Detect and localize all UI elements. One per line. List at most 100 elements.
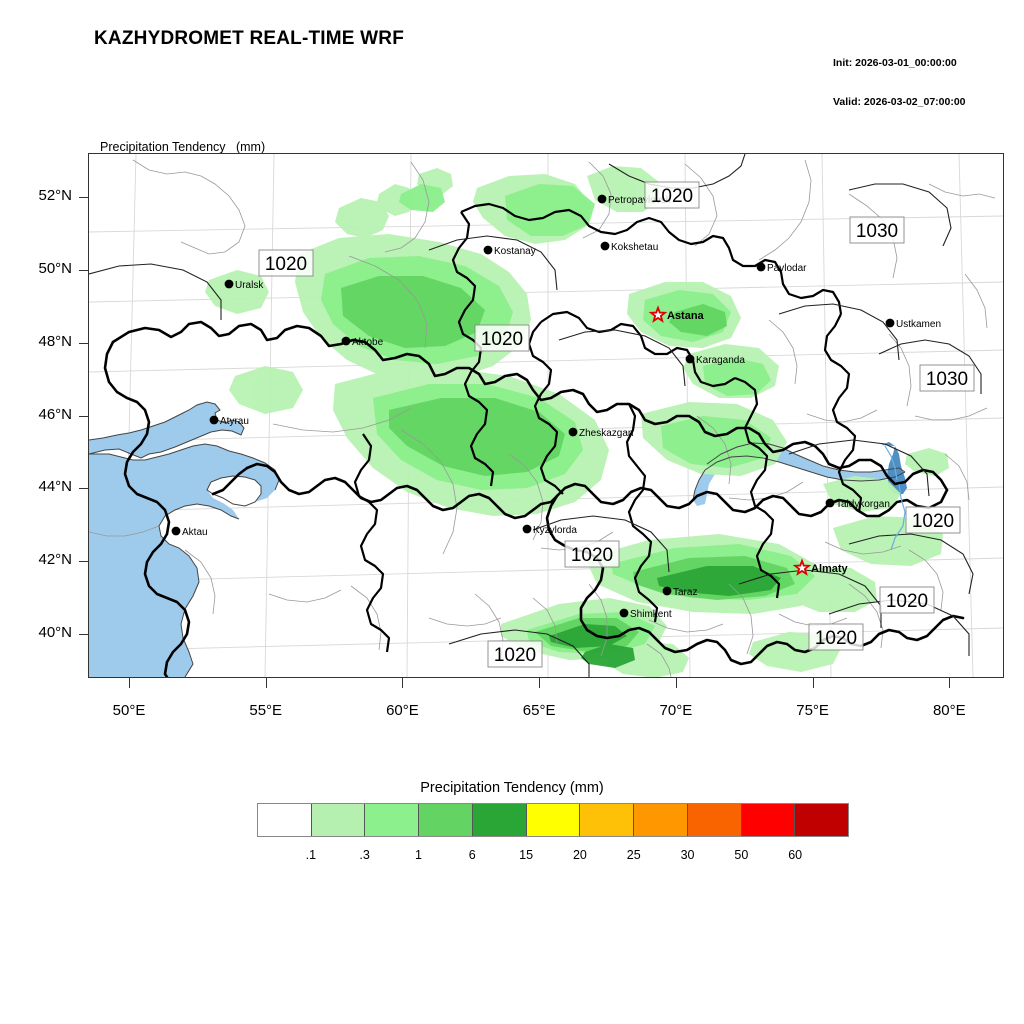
isobar-label-box: [487, 640, 543, 668]
city-label: Astana: [667, 310, 705, 322]
isobar-label-text: 1020: [571, 545, 613, 566]
city-label: Taraz: [673, 587, 697, 598]
city-marker-taraz[interactable]: Taraz: [662, 586, 698, 598]
city-dot-icon: [209, 415, 219, 425]
isobar-label-box: [644, 181, 700, 209]
colorbar-swatch: [472, 804, 527, 836]
colorbar-swatch: [311, 804, 366, 836]
city-label: Kokshetau: [611, 242, 658, 253]
x-tick-mark: [129, 678, 130, 688]
rivers: [884, 445, 906, 551]
isobar-label: 1020: [879, 586, 935, 614]
city-label: Kostanay: [494, 246, 536, 257]
isobar-label: 1020: [487, 640, 543, 668]
city-marker-petropavlovsk[interactable]: Petropavlovsk: [597, 194, 672, 206]
isobar-label-text: 1020: [651, 186, 693, 207]
colorbar-swatch: [365, 804, 420, 836]
y-tick-label: 48°N: [38, 332, 72, 350]
city-dot-icon: [171, 526, 181, 536]
x-tick-mark: [949, 678, 951, 688]
isobar-label: 1020: [258, 249, 314, 277]
isobar-label-box: [474, 324, 530, 352]
city-dot-icon: [662, 586, 672, 596]
y-tick-mark: [79, 196, 88, 198]
x-tick-label: 50°E: [112, 702, 146, 719]
colorbar-tick-label: .1: [305, 848, 317, 862]
colorbar-swatch: [580, 804, 635, 836]
city-marker-zheskazgan[interactable]: Zheskazgan: [568, 427, 634, 439]
kazakhstan-border: [103, 320, 965, 677]
x-tick-label: 80°E: [932, 702, 966, 719]
city-label: Pavlodar: [767, 263, 807, 274]
x-tick-mark: [265, 678, 267, 688]
y-tick-label: 46°N: [38, 405, 72, 423]
y-tick-mark: [79, 561, 88, 563]
city-label: Zheskazgan: [579, 428, 633, 439]
colorbar-tick-label: 15: [519, 848, 534, 862]
valid-time: Valid: 2026-03-02_07:00:00: [833, 96, 966, 108]
city-label: Karaganda: [696, 355, 745, 366]
isobar-label-box: [879, 586, 935, 614]
isobar-label: 1020: [564, 540, 620, 568]
city-label: Taldykorgan: [836, 499, 890, 510]
city-marker-atyrau[interactable]: Atyrau: [209, 415, 249, 427]
isobar-label-box: [564, 540, 620, 568]
city-marker-uralsk[interactable]: Uralsk: [224, 279, 265, 291]
colorbar[interactable]: [257, 803, 849, 837]
city-marker-kokshetau[interactable]: Kokshetau: [600, 241, 659, 253]
city-marker-taldykorgan[interactable]: Taldykorgan: [825, 498, 890, 510]
city-marker-pavlodar[interactable]: Pavlodar: [756, 262, 808, 274]
city-marker-aktau[interactable]: Aktau: [171, 526, 208, 538]
isobar-label-box: [919, 364, 975, 392]
init-valid-block: Init: 2026-03-01_00:00:00 Valid: 2026-03…: [833, 31, 966, 122]
colorbar-tick-label: 60: [788, 848, 803, 862]
precip-shading: [205, 166, 949, 677]
city-label: Petropavlovsk: [608, 195, 672, 206]
isobar-label-text: 1020: [481, 329, 523, 350]
coastlines: [89, 401, 906, 677]
x-tick-label: 65°E: [522, 702, 556, 719]
city-label: Almaty: [811, 563, 849, 575]
x-tick-mark: [675, 678, 677, 688]
isobar-label-boxes: 1020 1030 1020 1020 1030 1020 1020 1020 1020 1020: [258, 181, 975, 668]
isobar-label-text: 1020: [912, 511, 954, 532]
x-tick-label: 60°E: [386, 702, 419, 719]
city-marker-almaty[interactable]: Almaty: [792, 558, 849, 576]
city-marker-astana[interactable]: Astana: [648, 305, 705, 323]
y-tick-mark: [79, 634, 88, 636]
admin-boundaries: [89, 159, 996, 677]
colorbar-tick-label: .3: [359, 848, 370, 862]
y-tick-label: 52°N: [38, 186, 72, 204]
init-time: Init: 2026-03-01_00:00:00: [833, 57, 957, 69]
isobar-label-text: 1020: [815, 628, 857, 649]
y-tick-label: 50°N: [38, 259, 72, 277]
city-dot-icon: [600, 241, 610, 251]
city-markers: Uralsk Aktobe Atyrau Aktau Kostanay Petropavl…: [171, 194, 941, 620]
city-marker-ustkamen[interactable]: Ustkamen: [885, 318, 941, 330]
city-marker-shimkent[interactable]: Shimkent: [619, 608, 672, 620]
city-label: Atyrau: [220, 416, 249, 427]
y-tick-label: 44°N: [38, 478, 72, 496]
isobar-label-text: 1020: [265, 254, 307, 275]
city-marker-kyzylorda[interactable]: Kyzylorda: [522, 524, 578, 536]
map-plot-area[interactable]: Uralsk Aktobe Atyrau Aktau Kostanay Petropavl…: [88, 153, 1004, 678]
colorbar-tick-label: 50: [734, 848, 749, 862]
city-marker-aktobe[interactable]: Aktobe: [341, 336, 384, 348]
zaysan-lake: [881, 442, 907, 494]
isobar-label: 1020: [905, 506, 961, 534]
isobar-label: 1030: [919, 364, 975, 392]
colorbar-swatch: [795, 804, 849, 836]
x-tick-label: 70°E: [659, 702, 693, 719]
city-dot-icon: [341, 336, 351, 346]
colorbar-swatch: [526, 804, 581, 836]
city-dot-icon: [597, 194, 607, 204]
x-tick-label: 55°E: [249, 702, 283, 719]
city-dot-icon: [522, 524, 532, 534]
x-tick-label: 75°E: [796, 702, 829, 719]
city-marker-kostanay[interactable]: Kostanay: [483, 245, 536, 257]
colorbar-swatch: [634, 804, 688, 836]
city-marker-karaganda[interactable]: Karaganda: [685, 354, 746, 366]
colorbar-swatch: [258, 804, 312, 836]
oblast-boundaries: [353, 202, 863, 653]
city-dot-icon: [224, 279, 234, 289]
